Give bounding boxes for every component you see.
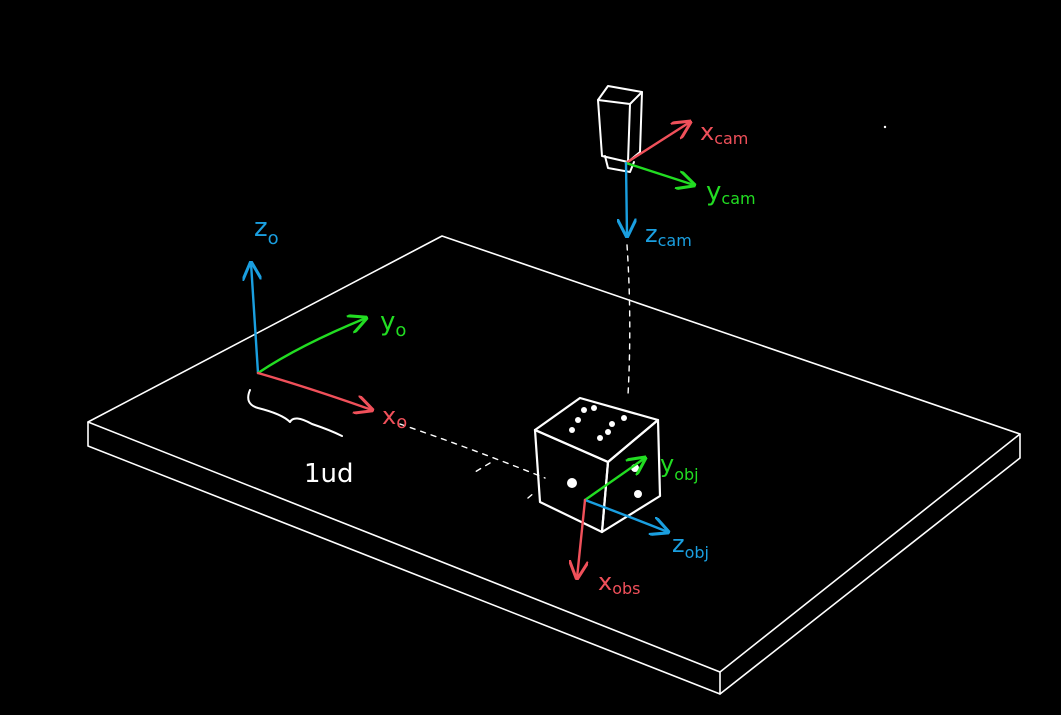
origin-frame bbox=[251, 263, 372, 410]
guide-lines bbox=[399, 244, 631, 499]
origin-x-label: xo bbox=[382, 402, 407, 433]
object-y-axis bbox=[583, 458, 645, 502]
guide-ticks bbox=[474, 462, 536, 499]
origin-y-axis bbox=[256, 318, 366, 375]
die-pips bbox=[567, 405, 642, 498]
origin-x-axis bbox=[256, 371, 372, 410]
camera-to-object-dashed-line bbox=[626, 244, 631, 396]
origin-z-label: zo bbox=[254, 213, 279, 249]
camera-z-axis bbox=[626, 161, 627, 236]
object-z-axis bbox=[583, 498, 668, 532]
unit-brace bbox=[247, 389, 343, 437]
camera-icon bbox=[597, 85, 643, 173]
object-z-label: zobj bbox=[672, 530, 709, 562]
object-x-axis bbox=[577, 498, 585, 578]
camera-x-label: xcam bbox=[700, 118, 748, 148]
unit-label: 1ud bbox=[304, 459, 354, 489]
origin-z-axis bbox=[251, 263, 258, 375]
die-side-face bbox=[600, 418, 662, 534]
origin-y-label: yo bbox=[380, 307, 406, 341]
camera-x-axis bbox=[624, 122, 690, 165]
origin-to-object-dashed-line bbox=[399, 423, 546, 479]
object-frame bbox=[577, 458, 668, 578]
table-side-edge bbox=[719, 433, 1021, 695]
camera-frame bbox=[626, 122, 694, 236]
table-front-edge bbox=[87, 421, 721, 695]
table-top-face bbox=[87, 235, 1021, 673]
camera-y-label: ycam bbox=[706, 177, 756, 208]
object-x-label: xobs bbox=[598, 568, 640, 598]
table-plate bbox=[87, 235, 1021, 695]
camera-z-label: zcam bbox=[645, 220, 692, 250]
camera-y-axis bbox=[624, 161, 694, 185]
object-y-label: yobj bbox=[660, 450, 699, 484]
die-icon bbox=[533, 396, 662, 534]
stray-dot bbox=[883, 125, 887, 129]
